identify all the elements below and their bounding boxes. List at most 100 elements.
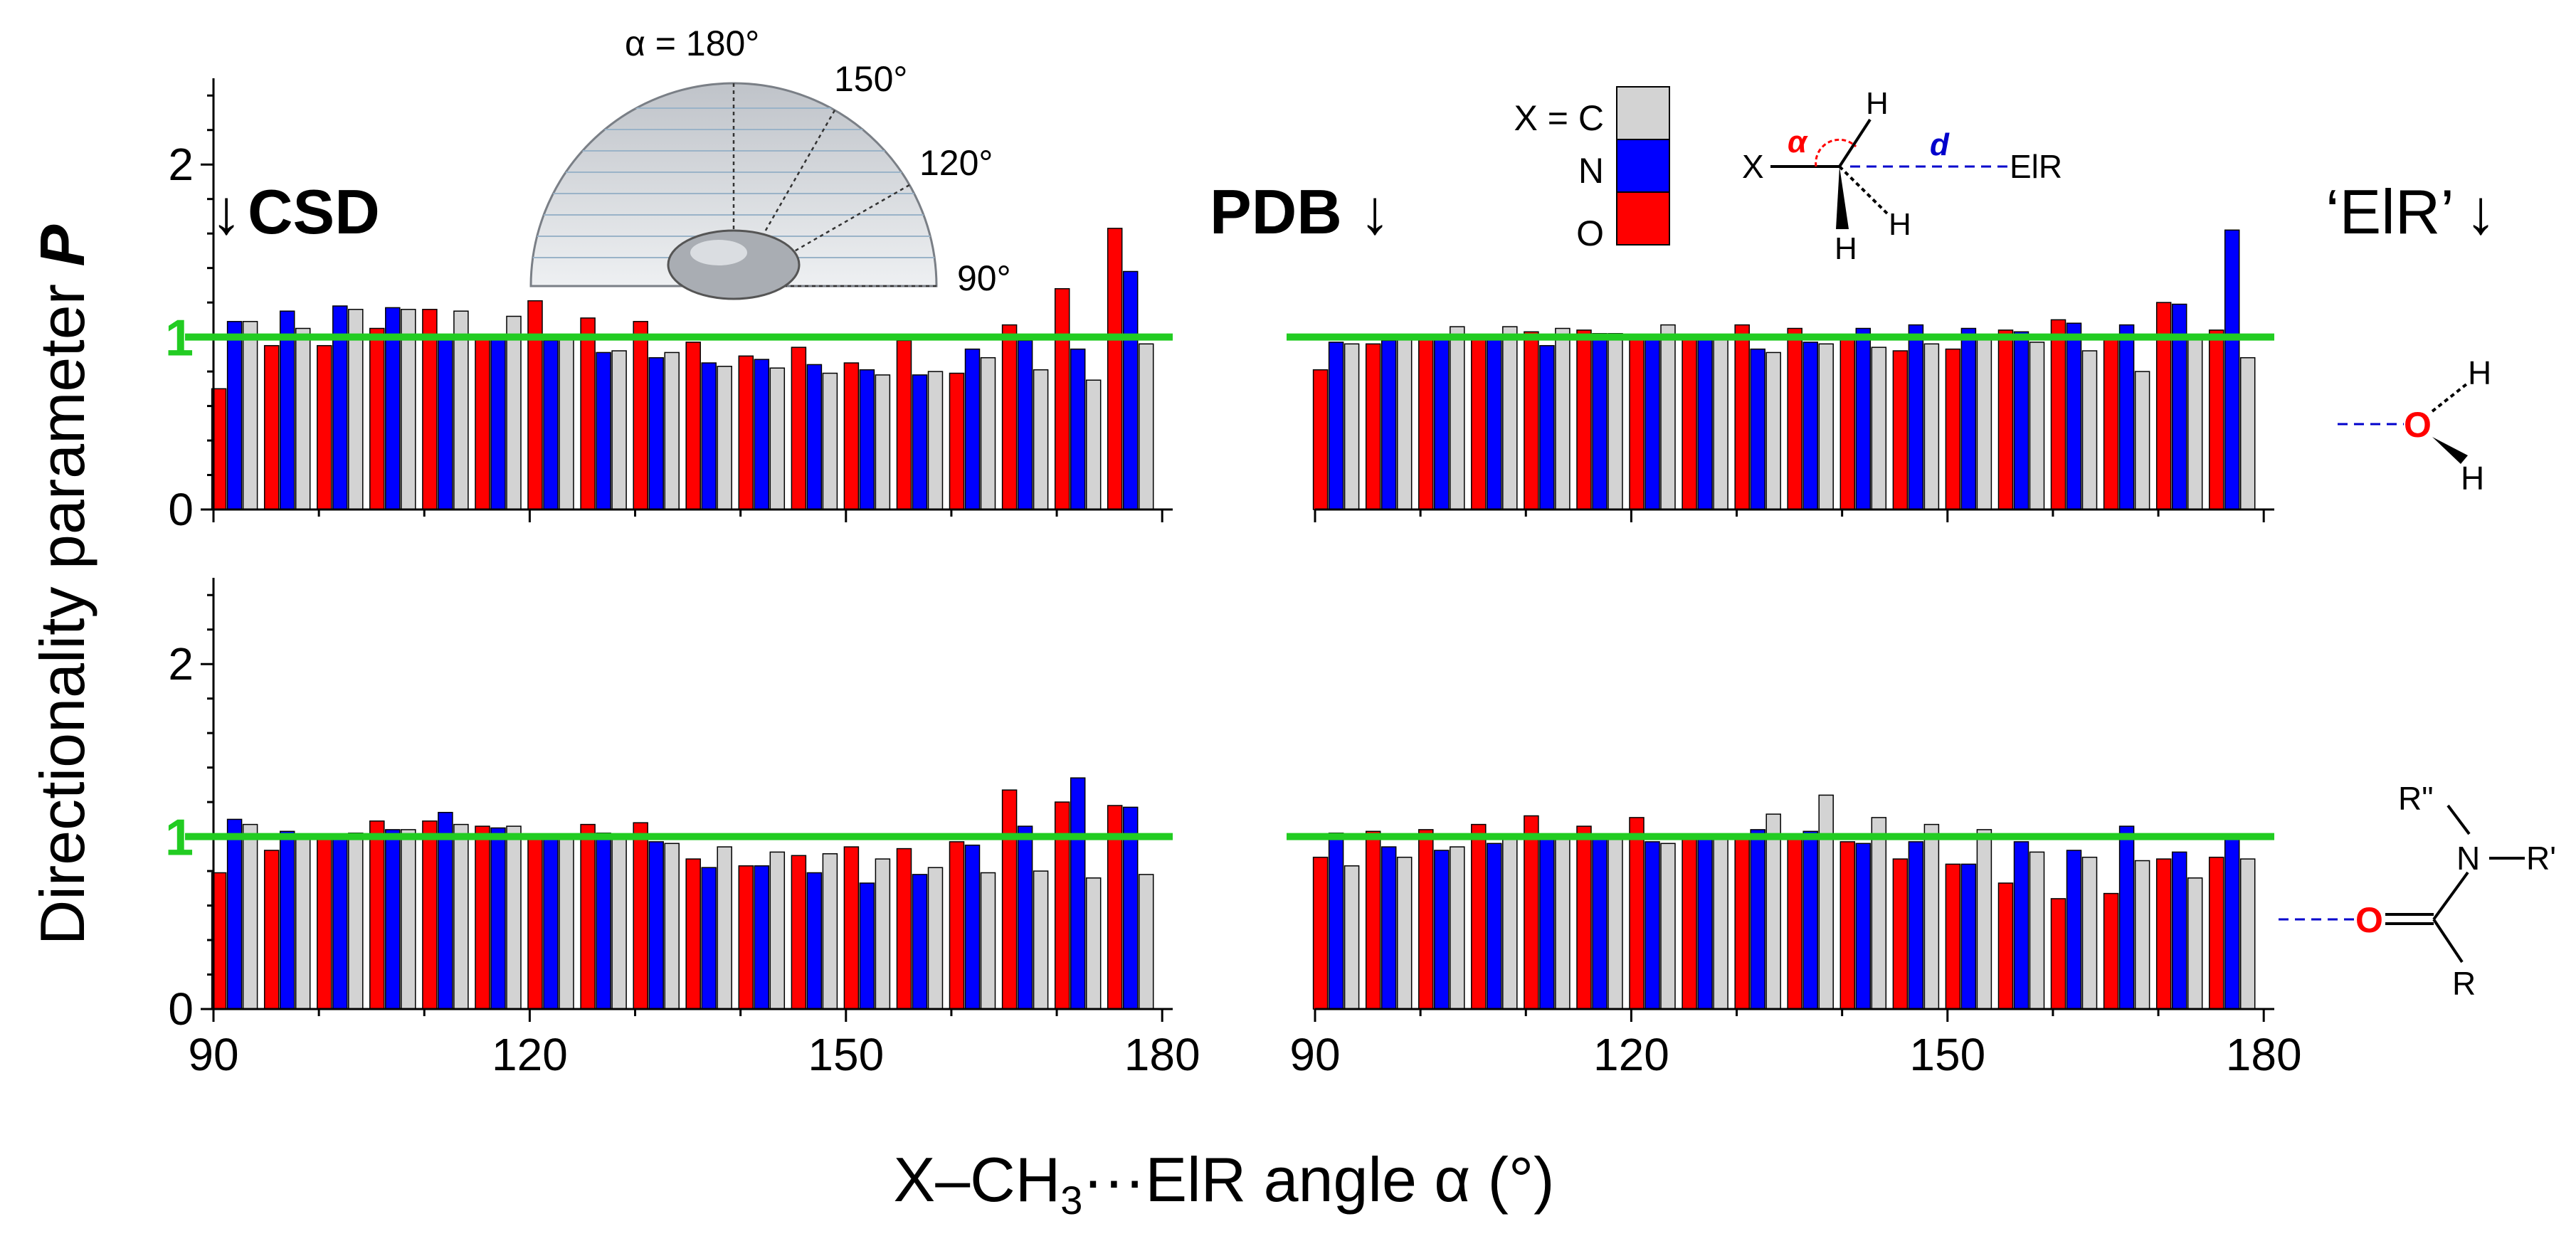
bar-c xyxy=(559,834,574,1010)
bar-n xyxy=(279,830,295,1010)
bar-o xyxy=(1471,823,1487,1010)
bar-o xyxy=(2050,319,2066,510)
bar-o xyxy=(1945,348,1961,510)
bar-n xyxy=(859,882,875,1010)
bar-n xyxy=(1487,338,1502,510)
bar-n xyxy=(1802,342,1818,510)
bar-c xyxy=(453,310,469,510)
bar-n xyxy=(806,872,823,1010)
angle-label-180: α = 180° xyxy=(625,23,759,63)
water-h-top: H xyxy=(2468,354,2491,391)
bar-n xyxy=(1697,338,1713,510)
bar-c xyxy=(1344,343,1360,510)
bar-c xyxy=(1923,823,1940,1010)
bar-o xyxy=(2103,334,2119,510)
bar-c xyxy=(664,352,680,510)
bar-c xyxy=(769,851,786,1010)
methyl-h-top: H xyxy=(1866,86,1889,121)
bar-c xyxy=(1765,352,1781,510)
bar-o xyxy=(1312,369,1329,510)
legend-swatch-o xyxy=(1616,191,1670,245)
bar-n xyxy=(1070,348,1086,510)
x-tick-label: 180 xyxy=(2226,1029,2302,1080)
angle-label-150: 150° xyxy=(834,59,907,99)
bar-n xyxy=(226,818,243,1010)
bar-o xyxy=(791,855,807,1010)
bar-o xyxy=(1418,829,1434,1010)
bar-o xyxy=(1892,858,1909,1010)
bar-n xyxy=(2013,841,2029,1010)
bar-c xyxy=(664,843,680,1010)
amide-n: N xyxy=(2456,840,2480,877)
bar-o xyxy=(1524,331,1539,510)
bar-o xyxy=(580,823,596,1010)
bar-o xyxy=(1629,336,1645,510)
bar-n xyxy=(1750,829,1765,1010)
bar-c xyxy=(2134,860,2150,1010)
bar-n xyxy=(1539,835,1555,1010)
bar-c xyxy=(1344,865,1360,1010)
bar-o xyxy=(2103,892,2119,1010)
angle-rays xyxy=(732,83,936,287)
bar-n xyxy=(1908,841,1924,1010)
bar-o xyxy=(1839,841,1856,1010)
bar-o xyxy=(685,342,701,510)
bar-c xyxy=(980,872,996,1010)
legend-label-c: X = C xyxy=(1514,98,1604,138)
bar-n xyxy=(1434,850,1450,1010)
csd-arrow: ↓ xyxy=(211,176,242,247)
bar-c xyxy=(506,825,522,1010)
methyl-scheme: X H H H α d ElR xyxy=(1742,86,2062,266)
bar-c xyxy=(2187,336,2203,510)
bar-o xyxy=(1839,334,1856,510)
bar-n xyxy=(1070,777,1086,1010)
bar-o xyxy=(1365,343,1381,510)
bar-n xyxy=(648,357,664,510)
bar-o xyxy=(527,300,543,510)
legend: X = C N O xyxy=(1514,86,1670,253)
bar-o xyxy=(475,336,490,510)
bar-c xyxy=(1608,333,1623,510)
bar-c xyxy=(980,357,996,510)
x-axis-title: X–CH3···ElR angle α (°) xyxy=(894,1144,1555,1223)
bar-o xyxy=(527,835,543,1010)
bar-c xyxy=(2239,357,2256,510)
bar-o xyxy=(949,372,965,510)
bar-c xyxy=(242,321,258,510)
legend-swatch-n xyxy=(1616,139,1670,193)
bar-o xyxy=(317,344,332,510)
y-axis-title: Directionality parameter P xyxy=(27,225,97,946)
bar-c xyxy=(1396,336,1413,510)
bar-n xyxy=(912,374,928,510)
bar-n xyxy=(1592,835,1608,1010)
bar-o xyxy=(633,321,648,510)
bar-o xyxy=(685,858,701,1010)
bar-o xyxy=(738,355,754,510)
bar-o xyxy=(317,835,332,1010)
alpha-label: α xyxy=(1788,125,1808,159)
bar-n xyxy=(1697,835,1713,1010)
bar-n xyxy=(596,352,611,510)
bar-c xyxy=(875,858,891,1010)
x-tick-label: 90 xyxy=(1289,1029,1340,1080)
bar-o xyxy=(2050,898,2066,1010)
alpha-arc xyxy=(1815,138,1857,167)
bar-n xyxy=(1750,348,1765,510)
bar-o xyxy=(738,865,754,1010)
bar-n xyxy=(2013,331,2029,510)
bar-c xyxy=(1713,835,1728,1010)
bar-c xyxy=(611,835,627,1010)
bar-c xyxy=(822,853,838,1010)
pdb-arrow: ↓ xyxy=(1359,176,1390,247)
bar-o xyxy=(1471,334,1487,510)
bar-c xyxy=(1608,835,1623,1010)
bar-n xyxy=(438,336,453,510)
bar-o xyxy=(1576,825,1592,1010)
water-scheme: O H H xyxy=(2338,354,2491,497)
bar-o xyxy=(263,850,280,1010)
bar-o xyxy=(843,362,860,510)
bar-c xyxy=(1502,835,1518,1010)
x-tick-label: 150 xyxy=(1909,1029,1985,1080)
bar-c xyxy=(506,315,522,510)
